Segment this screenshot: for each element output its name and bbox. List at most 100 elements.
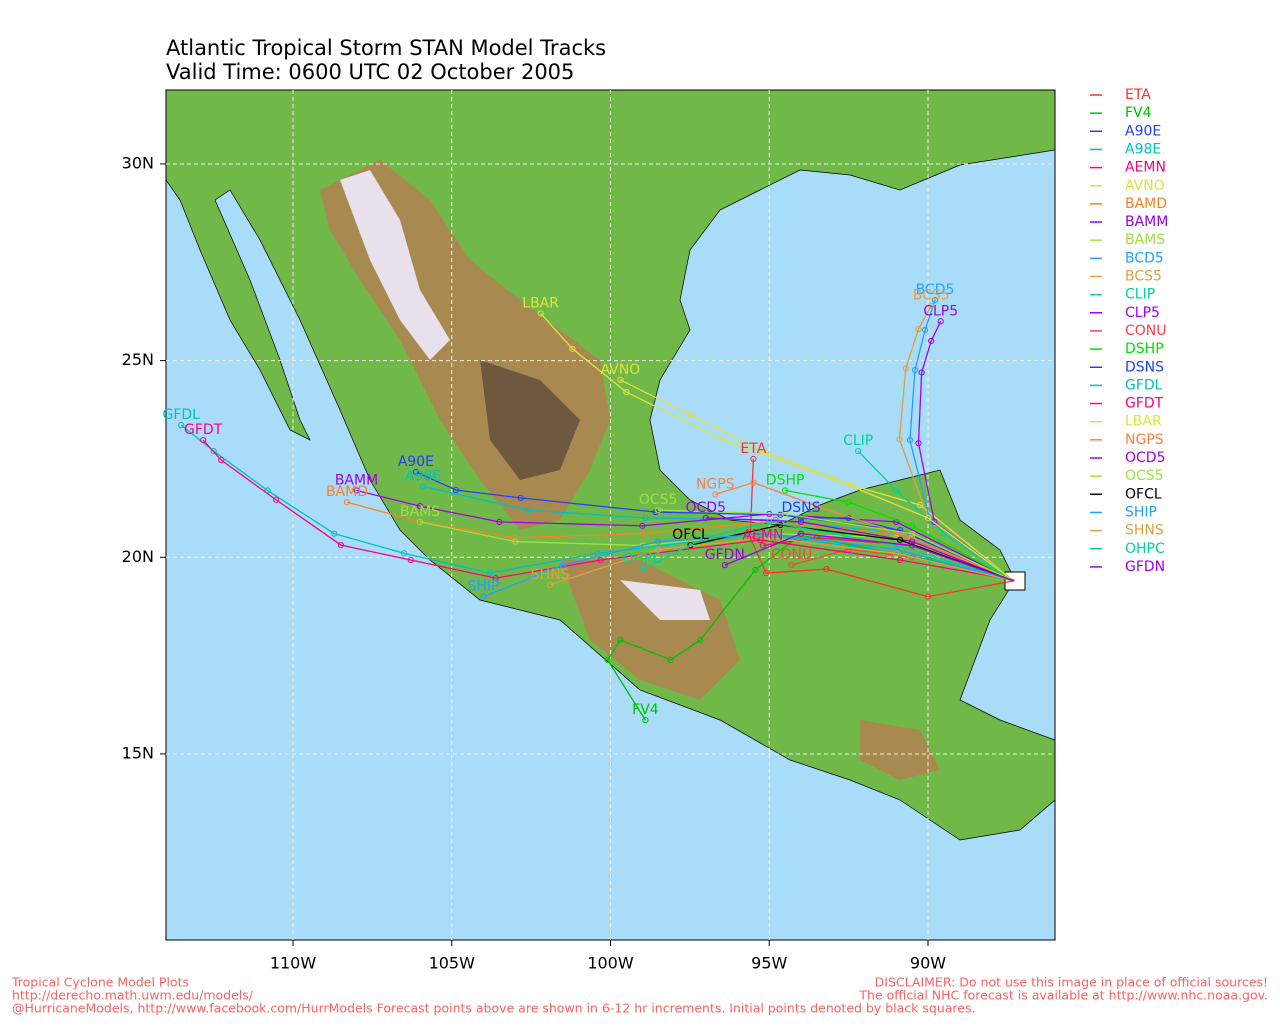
track-point bbox=[687, 411, 694, 418]
track-point bbox=[604, 656, 611, 664]
track-point bbox=[617, 636, 624, 643]
track-label: LBAR bbox=[522, 295, 559, 311]
track-label: A98E bbox=[405, 468, 441, 484]
y-tick-label: 20N bbox=[122, 547, 154, 566]
track-label: DSNS bbox=[781, 500, 820, 516]
title: Atlantic Tropical Storm STAN Model Track… bbox=[166, 36, 606, 60]
track-point bbox=[512, 534, 519, 541]
track-point bbox=[343, 499, 351, 506]
track bbox=[356, 489, 1015, 582]
track-point bbox=[623, 388, 630, 396]
track-point bbox=[492, 575, 499, 582]
track-point bbox=[547, 581, 554, 588]
track-point bbox=[797, 514, 805, 522]
track-point bbox=[931, 296, 939, 304]
track-point bbox=[512, 538, 519, 545]
legend-label: DSHP bbox=[1125, 341, 1164, 357]
track-point bbox=[829, 475, 836, 482]
track-point bbox=[412, 468, 419, 476]
track bbox=[202, 439, 1015, 581]
track-point bbox=[407, 556, 414, 564]
track bbox=[785, 489, 1015, 582]
track-point bbox=[909, 542, 916, 549]
track-label: BAMD bbox=[326, 484, 368, 500]
track-point bbox=[909, 530, 916, 537]
track-label: A90E bbox=[398, 454, 434, 470]
x-tick-label: 90W bbox=[910, 954, 946, 973]
track-label: CLIP bbox=[843, 433, 873, 449]
footer-left: http://derecho.math.uwm.edu/models/ bbox=[12, 988, 254, 1003]
footer-right: The official NHC forecast is available a… bbox=[858, 988, 1268, 1003]
x-tick-label: 105W bbox=[429, 954, 476, 973]
track bbox=[549, 536, 1014, 586]
legend-label: BAMS bbox=[1125, 232, 1165, 248]
track-point bbox=[480, 593, 487, 600]
track bbox=[715, 481, 1014, 582]
legend-label: CONU bbox=[1125, 323, 1167, 339]
track-point bbox=[559, 562, 566, 569]
track-point bbox=[928, 337, 935, 345]
track-point bbox=[782, 510, 789, 518]
track-label: GFDT bbox=[184, 422, 223, 438]
legend-label: GFDL bbox=[1125, 377, 1163, 393]
track-label: NGPS bbox=[696, 476, 735, 492]
track bbox=[857, 450, 1015, 582]
track-point bbox=[909, 522, 916, 529]
tracks bbox=[166, 90, 1055, 940]
track-point bbox=[718, 436, 725, 443]
track-point bbox=[486, 569, 493, 577]
track-point bbox=[902, 365, 909, 372]
legend-label: BCD5 bbox=[1125, 250, 1164, 266]
track-label: ETA bbox=[740, 441, 766, 457]
footer-right: DISCLAIMER: Do not use this image in pla… bbox=[875, 975, 1268, 990]
track-point bbox=[655, 538, 662, 545]
track-point bbox=[517, 494, 524, 501]
track-point bbox=[931, 518, 938, 525]
track-point bbox=[639, 565, 646, 573]
track-point bbox=[906, 436, 914, 444]
track-label: GFDN bbox=[705, 547, 745, 563]
track-point bbox=[924, 514, 932, 522]
track bbox=[658, 509, 1014, 582]
track bbox=[483, 533, 1014, 598]
legend-label: CLIP bbox=[1125, 287, 1155, 303]
track-point bbox=[909, 534, 916, 541]
track-point bbox=[639, 522, 646, 529]
track-point bbox=[757, 536, 764, 544]
track-point bbox=[915, 440, 922, 447]
track bbox=[180, 424, 1014, 582]
legend-label: ETA bbox=[1125, 87, 1151, 103]
track-label: AVNO bbox=[600, 362, 640, 378]
track-point bbox=[337, 541, 345, 549]
track bbox=[705, 517, 1014, 582]
legend-label: CLP5 bbox=[1125, 305, 1160, 321]
track-point bbox=[896, 536, 904, 544]
track-point bbox=[782, 487, 789, 494]
track-label: BCS5 bbox=[913, 288, 950, 304]
track-point bbox=[697, 636, 704, 643]
track-point bbox=[918, 369, 925, 376]
track-point bbox=[845, 499, 852, 506]
legend-label: NGPS bbox=[1125, 432, 1164, 448]
track-point bbox=[766, 534, 773, 541]
track-point bbox=[924, 593, 932, 600]
track bbox=[641, 521, 1014, 582]
track-label: BAMM bbox=[335, 472, 378, 488]
track-label: OFCL bbox=[672, 527, 709, 543]
track-label: OCD5 bbox=[686, 500, 726, 516]
track-point bbox=[928, 302, 935, 309]
track-point bbox=[788, 562, 795, 569]
y-tick-label: 15N bbox=[122, 743, 154, 762]
track-label: DSHP bbox=[766, 472, 805, 488]
track-point bbox=[893, 550, 900, 557]
legend-label: SHNS bbox=[1125, 523, 1164, 539]
track-point bbox=[353, 487, 360, 494]
legend-label: AVNO bbox=[1125, 178, 1165, 194]
track-point bbox=[759, 542, 767, 549]
footer-left: @HurricaneModels, http://www.facebook.co… bbox=[12, 1001, 975, 1016]
track-point bbox=[597, 556, 604, 564]
track-label: CONU bbox=[771, 547, 813, 563]
legend-label: SHIP bbox=[1125, 504, 1157, 520]
track-label: BAMS bbox=[400, 504, 440, 520]
track-point bbox=[655, 546, 662, 553]
